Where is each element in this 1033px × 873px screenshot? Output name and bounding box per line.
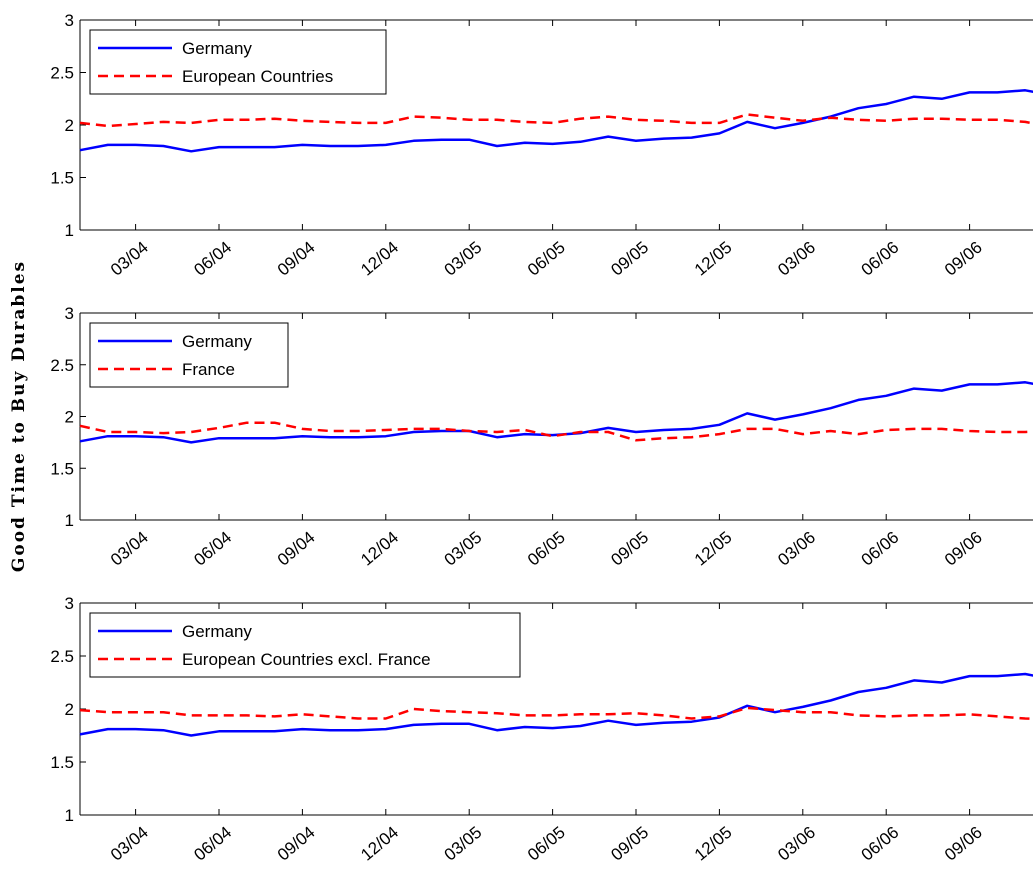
y-tick-label: 2.5: [50, 647, 74, 666]
x-tick-label: 09/06: [941, 528, 986, 570]
x-tick-label: 12/05: [691, 823, 736, 865]
x-tick-label: 12/04: [357, 528, 402, 570]
y-tick-label: 1.5: [50, 459, 74, 478]
x-tick-label: 09/06: [941, 238, 986, 280]
x-tick-label: 06/05: [524, 528, 569, 570]
x-tick-label: 09/04: [274, 528, 319, 570]
legend-box: [89, 29, 387, 95]
legend-box: [89, 322, 289, 388]
y-tick-label: 2: [65, 408, 74, 427]
x-tick-label: 06/04: [190, 823, 235, 865]
x-tick-label: 03/06: [774, 238, 819, 280]
y-tick-label: 2.5: [50, 64, 74, 83]
series-line-comparison: [79, 706, 1033, 721]
x-tick-label: 12/05: [691, 238, 736, 280]
y-axis-label: Good Time to Buy Durables: [9, 260, 29, 572]
y-tick-label: 2.5: [50, 356, 74, 375]
x-tick-label: 06/04: [190, 528, 235, 570]
x-tick-label: 09/04: [274, 238, 319, 280]
series-line-comparison: [79, 113, 1033, 128]
x-tick-label: 09/05: [607, 528, 652, 570]
legend-label: France: [182, 360, 235, 379]
y-tick-label: 2: [65, 700, 74, 719]
x-tick-label: 03/04: [107, 238, 152, 280]
x-tick-label: 06/05: [524, 823, 569, 865]
y-tick-label: 3: [65, 304, 74, 323]
x-tick-label: 03/05: [441, 238, 486, 280]
x-tick-label: 09/04: [274, 823, 319, 865]
x-tick-label: 12/05: [691, 528, 736, 570]
x-tick-label: 09/05: [607, 238, 652, 280]
y-tick-label: 3: [65, 594, 74, 613]
legend-label: Germany: [182, 622, 252, 641]
y-tick-label: 1: [65, 221, 74, 240]
x-tick-label: 03/05: [441, 528, 486, 570]
series-line-germany: [79, 672, 1033, 737]
y-tick-label: 1: [65, 806, 74, 825]
y-tick-label: 3: [65, 11, 74, 30]
x-tick-label: 03/04: [107, 528, 152, 570]
y-tick-label: 2: [65, 116, 74, 135]
y-tick-label: 1: [65, 511, 74, 530]
series-line-germany: [79, 89, 1033, 153]
x-tick-label: 09/06: [941, 823, 986, 865]
legend-box: [89, 612, 521, 678]
x-tick-label: 06/04: [190, 238, 235, 280]
x-tick-label: 03/04: [107, 823, 152, 865]
x-tick-label: 03/05: [441, 823, 486, 865]
legend-label: Germany: [182, 39, 252, 58]
x-tick-label: 06/06: [858, 823, 903, 865]
x-tick-label: 03/06: [774, 528, 819, 570]
x-tick-label: 12/04: [357, 238, 402, 280]
y-tick-label: 1.5: [50, 753, 74, 772]
x-tick-label: 06/06: [858, 238, 903, 280]
series-line-germany: [79, 381, 1033, 444]
legend-label: European Countries excl. France: [182, 650, 431, 669]
legend-label: Germany: [182, 332, 252, 351]
x-tick-label: 12/04: [357, 823, 402, 865]
x-tick-label: 06/05: [524, 238, 569, 280]
x-tick-label: 06/06: [858, 528, 903, 570]
chart-panel-1: 1 1.5 2 2.5 3 03/04 06/04 09/04 12/04 03/05 06/05 0…: [50, 11, 1033, 280]
x-tick-label: 03/06: [774, 823, 819, 865]
x-tick-label: 09/05: [607, 823, 652, 865]
chart-panel-3: 1 1.5 2 2.5 3 03/04 06/04 09/04 12/04 03/05 06/05 0…: [50, 594, 1033, 865]
legend-label: European Countries: [182, 67, 333, 86]
chart-panel-2: 1 1.5 2 2.5 3 03/04 06/04 09/04 12/04 03/05 06/05 0…: [50, 304, 1033, 570]
y-tick-label: 1.5: [50, 169, 74, 188]
series-line-comparison: [79, 421, 1033, 442]
